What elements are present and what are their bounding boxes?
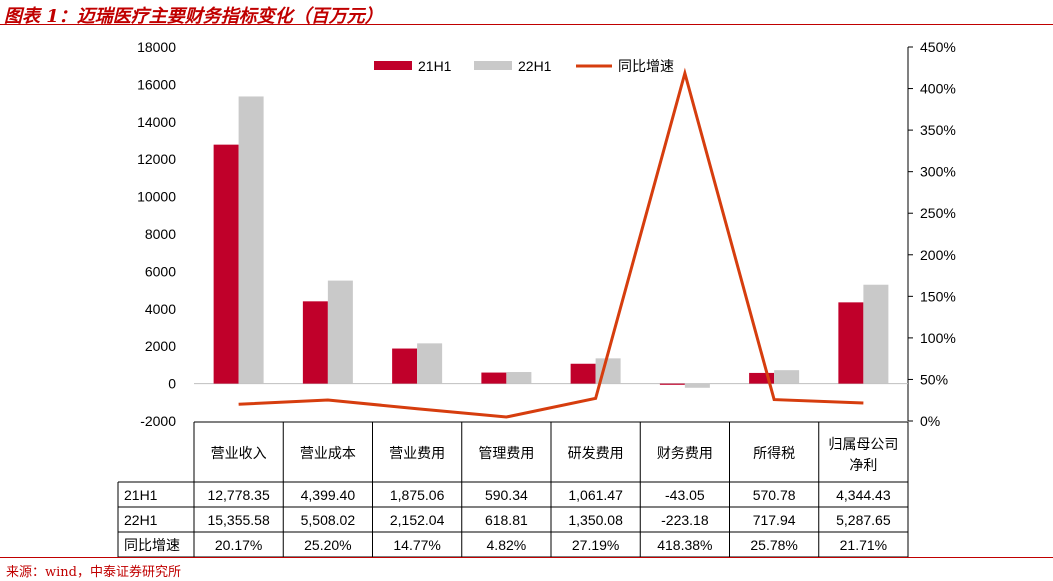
table-header-label: 营业收入 — [211, 445, 267, 461]
figure-title: 图表 1：迈瑞医疗主要财务指标变化（百万元） — [4, 6, 383, 27]
bar-22h1 — [863, 284, 889, 384]
bar-22h1 — [684, 383, 710, 388]
y2-tick-label: 300% — [920, 164, 956, 180]
y-tick-label: 10000 — [137, 189, 176, 205]
legend-swatch-22h1 — [474, 61, 512, 70]
table-cell: 4.82% — [487, 537, 527, 553]
legend-label-22h1: 22H1 — [518, 58, 552, 74]
table-header-label: 研发费用 — [568, 445, 624, 461]
y-tick-label: 0 — [168, 376, 176, 392]
bar-22h1 — [327, 280, 353, 384]
source-divider — [0, 557, 1053, 558]
legend-label-21h1: 21H1 — [418, 58, 452, 74]
y-tick-label: 2000 — [145, 338, 176, 354]
bar-22h1 — [417, 343, 443, 384]
bar-21h1 — [481, 372, 507, 384]
table-header-label: 归属母公司 — [828, 436, 898, 452]
y2-tick-label: 150% — [920, 288, 956, 304]
y-tick-label: 18000 — [137, 39, 176, 55]
y-tick-label: 4000 — [145, 301, 176, 317]
y-tick-label: 12000 — [137, 151, 176, 167]
chart: -2000 0 2000 4000 6000 8000 10000 12000 14000 160… — [117, 39, 956, 557]
title-bar — [0, 0, 1053, 25]
table-cell: 1,875.06 — [390, 487, 445, 503]
y-tick-label: 16000 — [137, 76, 176, 92]
table-cell: 590.34 — [485, 487, 528, 503]
table-header-label: 营业费用 — [389, 445, 445, 461]
table-row-label: 21H1 — [124, 487, 158, 503]
table-cell: 14.77% — [393, 537, 440, 553]
table-row-label: 同比增速 — [124, 537, 180, 553]
table-cell: 5,287.65 — [836, 512, 891, 528]
bar-21h1 — [213, 144, 239, 384]
table-header-label: 财务费用 — [657, 445, 713, 461]
table-header-label: 管理费用 — [478, 445, 534, 461]
bar-21h1 — [392, 348, 418, 384]
bar-21h1 — [302, 301, 328, 384]
y-tick-label: 6000 — [145, 263, 176, 279]
table-cell: 20.17% — [215, 537, 262, 553]
table-cell: 25.20% — [304, 537, 351, 553]
table-cell: 717.94 — [753, 512, 796, 528]
table-cell: 418.38% — [657, 537, 712, 553]
table-cell: 2,152.04 — [390, 512, 445, 528]
y2-tick-label: 350% — [920, 122, 956, 138]
bar-21h1 — [749, 372, 775, 384]
y2-tick-label: 0% — [920, 413, 940, 429]
y-tick-label: -2000 — [140, 413, 176, 429]
legend-label-growth: 同比增速 — [618, 58, 674, 74]
table-cell: -223.18 — [661, 512, 709, 528]
bar-22h1 — [506, 372, 532, 384]
table-header-label: 净利 — [849, 457, 877, 473]
bar-21h1 — [838, 302, 864, 384]
bar-22h1 — [774, 370, 800, 384]
table-cell: 12,778.35 — [207, 487, 269, 503]
table-cell: 4,399.40 — [301, 487, 356, 503]
table-cell: 1,061.47 — [568, 487, 623, 503]
y2-tick-label: 450% — [920, 39, 956, 55]
table-cell: 27.19% — [572, 537, 619, 553]
y2-tick-label: 100% — [920, 330, 956, 346]
table-cell: 570.78 — [753, 487, 796, 503]
table-header-label: 营业成本 — [300, 445, 356, 461]
growth-line — [238, 67, 864, 419]
bar-22h1 — [238, 96, 264, 384]
table-cell: -43.05 — [665, 487, 705, 503]
table-row-label: 22H1 — [124, 512, 158, 528]
bar-21h1 — [659, 383, 685, 385]
y2-tick-label: 50% — [920, 371, 948, 387]
table-cell: 21.71% — [840, 537, 887, 553]
table-cell: 25.78% — [750, 537, 797, 553]
table-cell: 4,344.43 — [836, 487, 891, 503]
source-note: 来源：wind，中泰证券研究所 — [6, 565, 181, 580]
y2-tick-label: 400% — [920, 81, 956, 97]
legend-swatch-21h1 — [374, 61, 412, 70]
y-tick-label: 14000 — [137, 114, 176, 130]
y-tick-label: 8000 — [145, 226, 176, 242]
table-cell: 5,508.02 — [301, 512, 356, 528]
table-cell: 15,355.58 — [207, 512, 269, 528]
table-header-label: 所得税 — [753, 445, 795, 461]
bar-21h1 — [570, 363, 596, 384]
y2-tick-label: 250% — [920, 205, 956, 221]
y2-tick-label: 200% — [920, 247, 956, 263]
table-cell: 1,350.08 — [568, 512, 623, 528]
table-cell: 618.81 — [485, 512, 528, 528]
